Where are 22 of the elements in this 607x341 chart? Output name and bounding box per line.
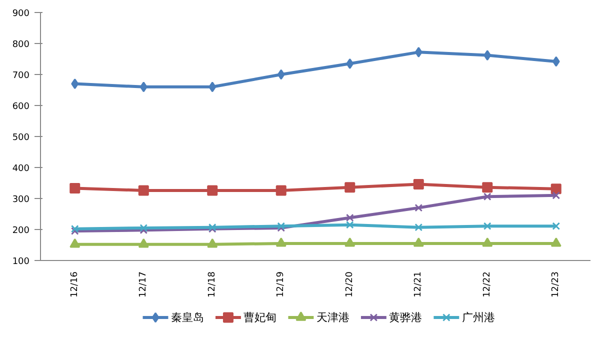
y-tick-label: 700 — [12, 71, 30, 81]
y-tick-label: 900 — [12, 9, 30, 19]
x-tick-label: 12/21 — [414, 272, 424, 298]
y-tick-label: 100 — [12, 257, 30, 267]
y-tick-label: 500 — [12, 133, 30, 143]
y-tick-label: 200 — [12, 226, 30, 236]
x-tick-label: 12/17 — [138, 272, 149, 298]
legend-label: 黄骅港 — [389, 311, 422, 324]
x-tick-label: 12/18 — [207, 271, 218, 298]
x-tick-label: 12/23 — [551, 272, 562, 298]
x-tick-label: 12/19 — [276, 271, 286, 298]
y-tick-label: 400 — [12, 164, 30, 174]
x-tick-label: 12/20 — [344, 271, 355, 298]
y-tick-label: 600 — [12, 102, 30, 112]
legend-label: 天津港 — [316, 311, 350, 324]
x-tick-label: 12/22 — [482, 272, 492, 298]
y-tick-label: 300 — [12, 195, 30, 205]
y-tick-label: 800 — [12, 40, 30, 50]
legend-label: 广州港 — [462, 311, 495, 324]
legend-label: 秦皇岛 — [170, 311, 204, 324]
legend-label: 曹妃甸 — [244, 311, 277, 324]
x-tick-label: 12/16 — [70, 271, 80, 298]
